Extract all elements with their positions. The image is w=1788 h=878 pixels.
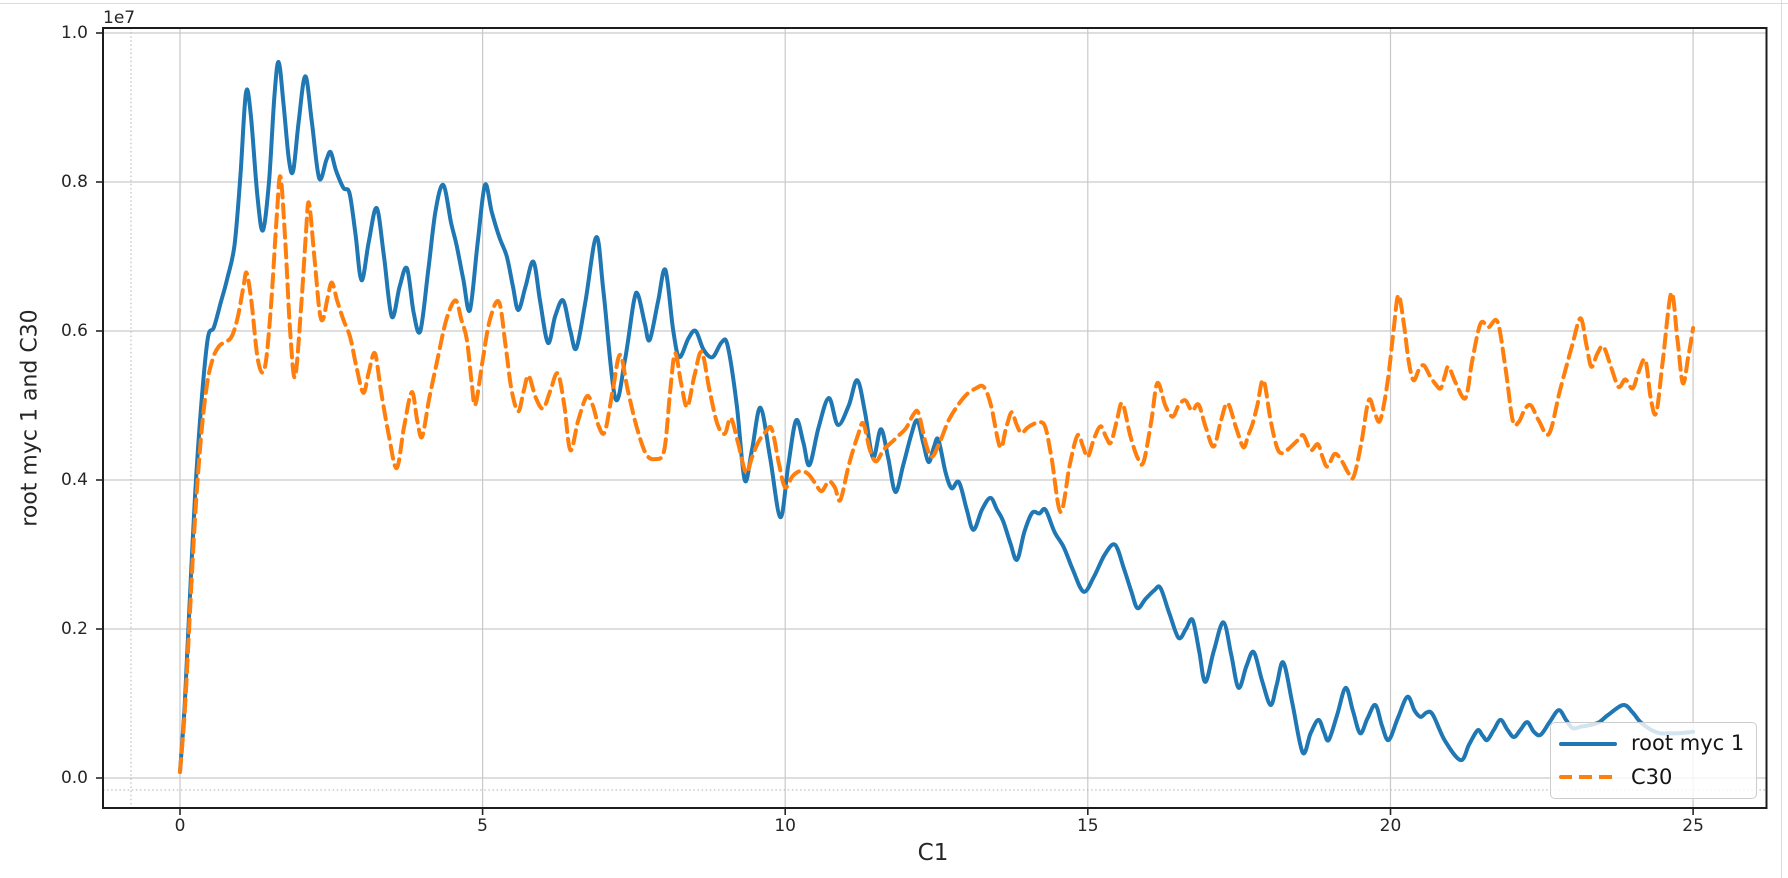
y-tick-label: 0.2	[60, 619, 88, 639]
y-tick-label: 1.0	[60, 23, 88, 43]
y-tick-label: 0.0	[60, 768, 88, 788]
legend-line-sample-solid	[1559, 741, 1617, 746]
axes-spines	[102, 27, 1768, 809]
y-axis-label: root myc 1 and C30	[17, 309, 43, 527]
window-edge-top	[0, 3, 1788, 4]
window-edge-right	[1781, 0, 1782, 878]
legend: root myc 1 C30	[1550, 722, 1757, 799]
x-tick-label: 5	[477, 816, 489, 836]
y-axis-offset-text: 1e7	[103, 8, 136, 28]
x-axis-label: C1	[917, 840, 949, 866]
x-tick-label: 10	[774, 816, 797, 836]
series-line-root-myc-1	[178, 59, 1696, 774]
y-tick-label: 0.4	[60, 470, 88, 490]
y-tick-label: 0.8	[60, 172, 88, 192]
legend-line-sample-dashed	[1559, 775, 1617, 780]
x-tick-label: 25	[1682, 816, 1704, 836]
legend-label: root myc 1	[1631, 731, 1745, 756]
legend-label: C30	[1631, 764, 1673, 789]
legend-entry-root-myc-1: root myc 1	[1559, 729, 1748, 759]
x-tick-label: 20	[1379, 816, 1402, 836]
legend-entry-c30: C30	[1559, 762, 1748, 792]
y-tick-label: 0.6	[60, 321, 88, 341]
x-tick-label: 0	[174, 816, 186, 836]
series-line-c30	[178, 174, 1696, 774]
x-tick-label: 15	[1076, 816, 1099, 836]
